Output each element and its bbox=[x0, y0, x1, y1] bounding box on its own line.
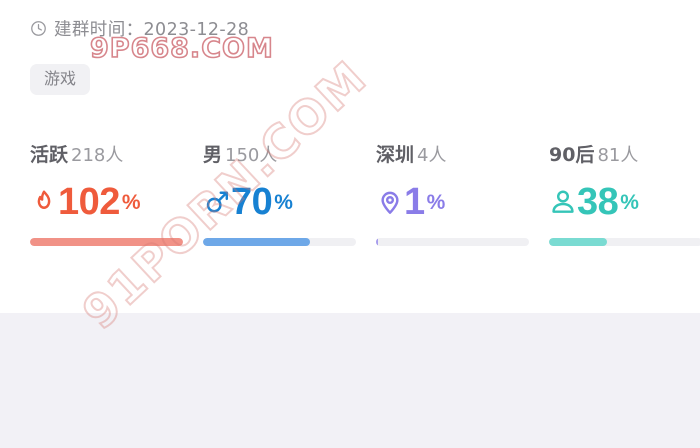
progress-track bbox=[549, 238, 700, 246]
stat-label-name: 活跃 bbox=[30, 144, 69, 166]
clock-icon bbox=[30, 20, 47, 37]
stat-number: 1 bbox=[404, 181, 425, 223]
stat-card-male: 男 150人 70 % bbox=[203, 140, 356, 246]
male-symbol-icon bbox=[203, 187, 231, 217]
progress-fill bbox=[376, 238, 379, 246]
tag-badge-game[interactable]: 游戏 bbox=[30, 64, 91, 95]
tag-list: 游戏 bbox=[30, 64, 91, 95]
stat-value-line: 102 % bbox=[30, 183, 183, 221]
create-time-row: 建群时间：2023-12-28 bbox=[30, 16, 249, 41]
location-pin-icon bbox=[376, 187, 404, 217]
stat-label-count: 81人 bbox=[597, 145, 639, 166]
stat-card-active: 活跃 218人 102 % bbox=[30, 140, 183, 246]
stat-label-count: 150人 bbox=[225, 145, 278, 166]
stat-percent-sign: % bbox=[620, 190, 639, 214]
stat-label-name: 深圳 bbox=[376, 144, 415, 166]
stat-label-name: 男 bbox=[203, 144, 223, 166]
group-info-card: 建群时间：2023-12-28 游戏 活跃 218人 102 % bbox=[0, 0, 700, 313]
stat-label-count: 218人 bbox=[71, 145, 124, 166]
create-time-text: 建群时间：2023-12-28 bbox=[54, 20, 250, 40]
stat-number: 102 bbox=[58, 181, 120, 223]
stat-number: 70 bbox=[231, 181, 273, 223]
progress-fill bbox=[549, 238, 608, 246]
stats-grid: 活跃 218人 102 % 男 150人 bbox=[0, 140, 700, 246]
stat-percent-sign: % bbox=[274, 190, 293, 214]
stat-card-post90: 90后 81人 38 % bbox=[549, 140, 700, 246]
stat-percent-sign: % bbox=[121, 190, 141, 214]
person-icon bbox=[549, 187, 577, 217]
stat-label-line: 男 150人 bbox=[203, 140, 356, 167]
stat-label-line: 活跃 218人 bbox=[30, 140, 183, 167]
stat-value-line: 70 % bbox=[203, 183, 356, 221]
stat-value-line: 1 % bbox=[376, 183, 529, 221]
stat-label-line: 90后 81人 bbox=[549, 140, 700, 167]
progress-track bbox=[30, 238, 183, 246]
stat-label-line: 深圳 4人 bbox=[376, 140, 529, 167]
progress-track bbox=[203, 238, 356, 246]
stat-card-city: 深圳 4人 1 % bbox=[376, 140, 529, 246]
progress-track bbox=[376, 238, 529, 246]
flame-icon bbox=[30, 187, 58, 217]
stat-label-count: 4人 bbox=[417, 145, 447, 166]
stat-percent-sign: % bbox=[426, 190, 446, 214]
progress-fill bbox=[203, 238, 311, 246]
stat-label-name: 90后 bbox=[549, 144, 595, 166]
stat-value-line: 38 % bbox=[549, 183, 700, 221]
stat-number: 38 bbox=[577, 181, 619, 223]
progress-fill bbox=[30, 238, 183, 246]
